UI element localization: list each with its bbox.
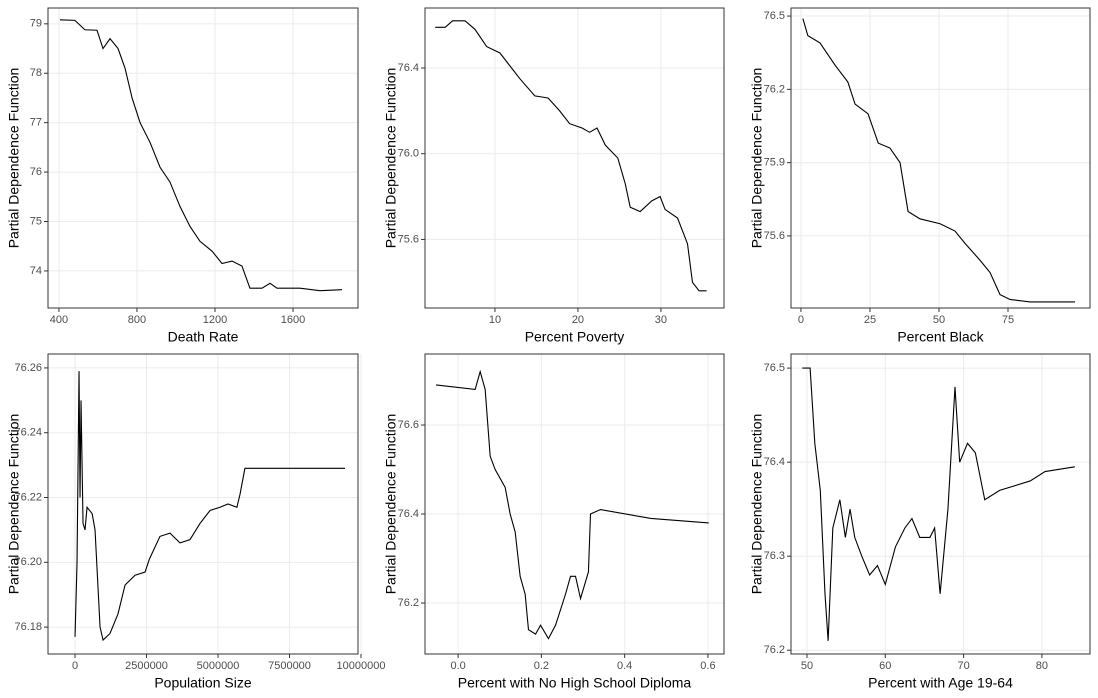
y-tick-label: 76.4 (398, 62, 419, 74)
line (435, 369, 709, 640)
line (802, 18, 1076, 303)
y-tick-label: 75 (30, 215, 42, 227)
y-tick-label: 75.6 (398, 233, 419, 245)
line (74, 371, 345, 642)
y-tick-label: 76.6 (398, 419, 419, 431)
y-tick-label: 78 (30, 67, 42, 79)
panel-border (47, 7, 359, 309)
panel-border (424, 353, 725, 655)
y-axis-title: Partial Dependence Function (749, 68, 765, 249)
panel-border (790, 7, 1091, 309)
y-tick-label: 75.6 (764, 230, 785, 242)
x-tick-label: 800 (128, 314, 146, 326)
x-tick-label: 50 (933, 314, 945, 326)
x-tick-label: 0.6 (700, 660, 715, 672)
y-tick-label: 74 (30, 265, 42, 277)
x-tick-label: 0.4 (617, 660, 632, 672)
y-axis-title: Partial Dependence Function (749, 414, 765, 595)
y-tick-label: 76.20 (14, 556, 42, 568)
x-axis-title: Population Size (154, 675, 252, 691)
x-tick-label: 2500000 (125, 660, 168, 672)
x-tick-label: 70 (957, 660, 969, 672)
x-tick-label: 0 (72, 660, 78, 672)
y-tick-label: 76.26 (14, 362, 42, 374)
y-tick-label: 76.4 (764, 456, 785, 468)
x-tick-label: 30 (655, 314, 667, 326)
y-tick-label: 76.4 (398, 508, 419, 520)
line (435, 20, 707, 292)
panel (48, 354, 358, 654)
y-tick-label: 76.2 (398, 597, 419, 609)
x-tick-label: 10000000 (337, 660, 386, 672)
line (59, 19, 343, 292)
panel-border (790, 353, 1091, 655)
x-tick-label: 0 (798, 314, 804, 326)
x-tick-label: 25 (864, 314, 876, 326)
y-tick-label: 76.2 (764, 644, 785, 656)
panel-border (47, 353, 359, 655)
y-tick-label: 79 (30, 18, 42, 30)
x-axis-title: Death Rate (168, 329, 239, 345)
y-tick-label: 76.0 (398, 148, 419, 160)
x-axis-title: Percent with No High School Diploma (458, 675, 692, 691)
x-tick-label: 0.0 (450, 660, 465, 672)
panel-border (424, 7, 725, 309)
y-tick-label: 76.24 (14, 427, 42, 439)
x-axis-title: Percent Poverty (525, 329, 625, 345)
x-axis-title: Percent with Age 19-64 (868, 675, 1013, 691)
x-tick-label: 10 (489, 314, 501, 326)
y-tick-label: 76.5 (764, 362, 785, 374)
x-tick-label: 0.2 (534, 660, 549, 672)
y-tick-label: 76.5 (764, 10, 785, 22)
panel (48, 8, 358, 308)
x-tick-label: 1200 (203, 314, 227, 326)
x-tick-label: 5000000 (197, 660, 240, 672)
panel (425, 8, 724, 308)
x-tick-label: 400 (50, 314, 68, 326)
x-tick-label: 20 (572, 314, 584, 326)
y-axis-title: Partial Dependence Function (6, 68, 22, 249)
y-tick-label: 75.9 (764, 157, 785, 169)
y-axis-title: Partial Dependence Function (383, 68, 399, 249)
x-tick-label: 7500000 (268, 660, 311, 672)
panel (425, 354, 724, 654)
y-tick-label: 76.3 (764, 550, 785, 562)
x-tick-label: 1600 (281, 314, 305, 326)
panel (791, 354, 1090, 654)
y-tick-label: 76.2 (764, 83, 785, 95)
x-tick-label: 80 (1036, 660, 1048, 672)
y-tick-label: 76 (30, 166, 42, 178)
y-tick-label: 76.22 (14, 491, 42, 503)
line (802, 367, 1075, 641)
y-tick-label: 76.18 (14, 621, 42, 633)
x-axis-title: Percent Black (897, 329, 984, 345)
y-axis-title: Partial Dependence Function (383, 414, 399, 595)
y-axis-title: Partial Dependence Function (6, 414, 22, 595)
x-tick-label: 50 (801, 660, 813, 672)
y-tick-label: 77 (30, 117, 42, 129)
x-tick-label: 75 (1002, 314, 1014, 326)
x-tick-label: 60 (879, 660, 891, 672)
panel (791, 8, 1090, 308)
